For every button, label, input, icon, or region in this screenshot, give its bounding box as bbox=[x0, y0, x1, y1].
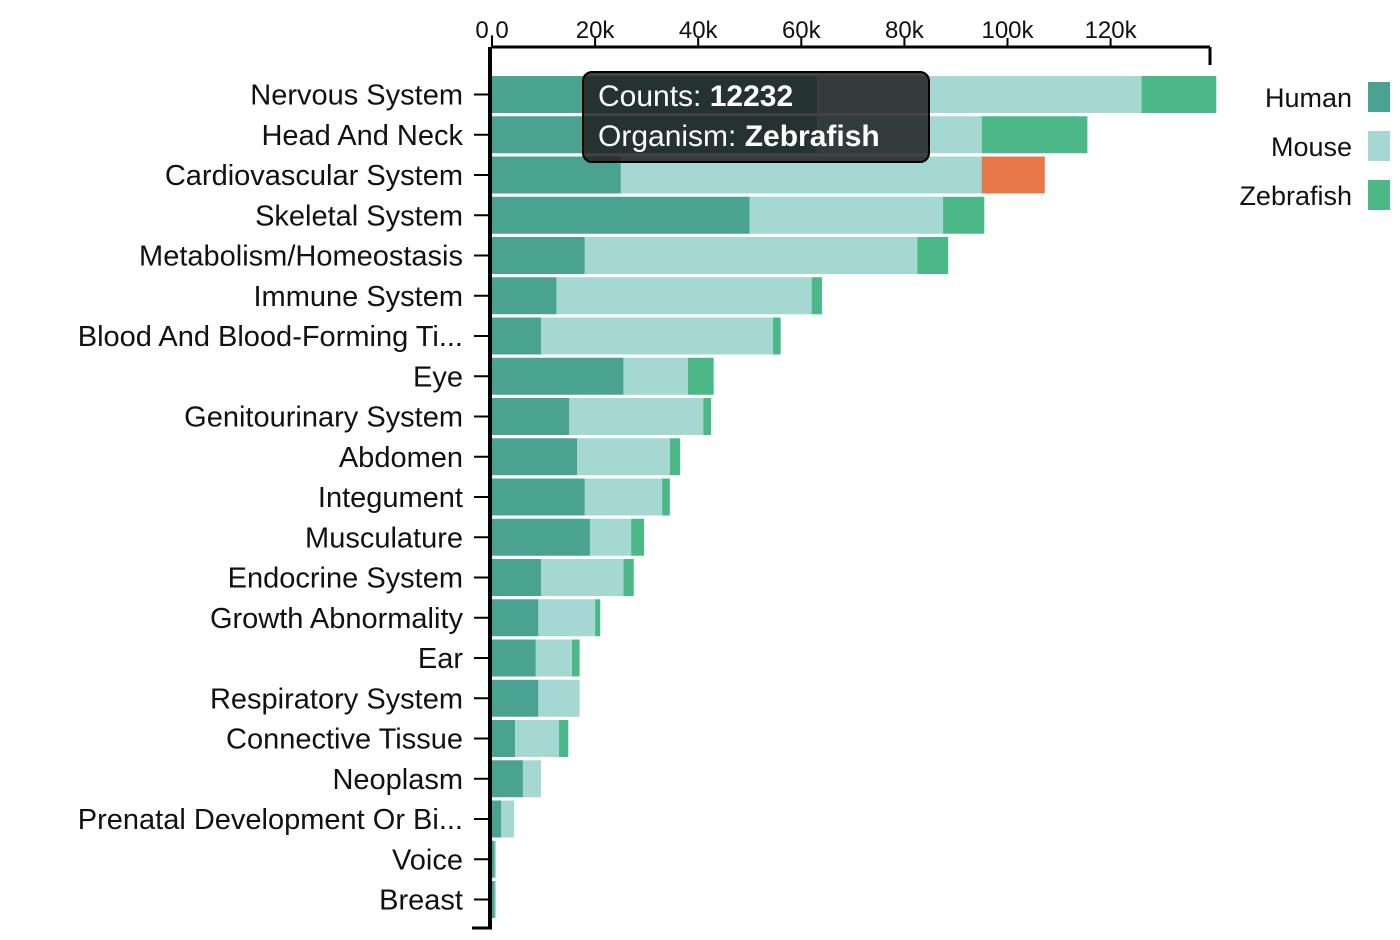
tooltip-counts-row: Counts: 12232 bbox=[598, 77, 914, 117]
x-tick-label: 80k bbox=[885, 17, 925, 44]
bar-segment-mouse[interactable] bbox=[494, 881, 497, 918]
x-axis: 0.0 20k 40k 60k 80k 100k 120k bbox=[475, 17, 1212, 65]
bar-segment-zebrafish[interactable] bbox=[623, 559, 634, 596]
bar-segment-zebrafish[interactable] bbox=[559, 720, 569, 757]
y-tick-label: Skeletal System bbox=[255, 200, 463, 232]
legend-swatch-human[interactable] bbox=[1368, 82, 1390, 112]
bar-segment-human[interactable] bbox=[492, 800, 502, 838]
y-tick-label: Abdomen bbox=[339, 442, 463, 474]
tooltip-organism-row: Organism: Zebrafish bbox=[598, 117, 914, 157]
bar-segment-zebrafish[interactable] bbox=[981, 116, 1088, 154]
bar-segment-human[interactable] bbox=[492, 518, 590, 556]
bar-segment-human[interactable] bbox=[492, 438, 578, 476]
y-tick-label: Head And Neck bbox=[261, 120, 463, 152]
y-tick-label: Voice bbox=[392, 844, 463, 876]
x-tick-label: 0.0 bbox=[475, 17, 508, 44]
bar-segment-mouse[interactable] bbox=[584, 478, 663, 516]
bar-segment-human[interactable] bbox=[492, 720, 516, 757]
y-tick-label: Metabolism/Homeostasis bbox=[139, 241, 463, 273]
x-tick-label: 120k bbox=[1085, 17, 1138, 44]
x-tick-label: 40k bbox=[679, 17, 719, 44]
y-tick-label: Immune System bbox=[254, 281, 464, 313]
bar-segment-mouse[interactable] bbox=[494, 840, 497, 878]
y-tick-label: Eye bbox=[413, 361, 463, 393]
y-tick-label: Musculature bbox=[305, 522, 463, 554]
bar-segment-human[interactable] bbox=[492, 639, 536, 677]
bar-segment-human[interactable] bbox=[492, 398, 570, 435]
bar-segment-human[interactable] bbox=[492, 478, 585, 516]
bar-segment-human[interactable] bbox=[492, 881, 495, 918]
bars-layer bbox=[492, 76, 1217, 918]
bar-segment-mouse[interactable] bbox=[538, 679, 580, 717]
bar-segment-mouse[interactable] bbox=[522, 760, 541, 798]
legend-swatch-zebrafish[interactable] bbox=[1368, 180, 1390, 210]
bar-segment-mouse[interactable] bbox=[535, 639, 572, 677]
bar-segment-human[interactable] bbox=[492, 840, 495, 878]
y-tick-label: Cardiovascular System bbox=[165, 160, 463, 192]
legend-label-zebrafish: Zebrafish bbox=[1239, 181, 1352, 211]
bar-segment-zebrafish[interactable] bbox=[917, 237, 949, 274]
y-tick-label: Endocrine System bbox=[228, 563, 463, 595]
y-tick-label: Growth Abnormality bbox=[210, 603, 464, 635]
bar-segment-mouse[interactable] bbox=[577, 438, 670, 476]
bar-segment-zebrafish[interactable] bbox=[943, 196, 985, 234]
y-tick-label: Blood And Blood-Forming Ti... bbox=[78, 321, 463, 353]
y-tick-label: Ear bbox=[418, 643, 463, 675]
bar-segment-mouse[interactable] bbox=[538, 599, 596, 637]
bar-segment-human[interactable] bbox=[492, 559, 541, 596]
y-tick-label: Respiratory System bbox=[210, 683, 463, 715]
bar-segment-mouse[interactable] bbox=[540, 559, 624, 596]
tooltip-counts-value: 12232 bbox=[709, 80, 794, 113]
tooltip-organism-value: Zebrafish bbox=[744, 120, 880, 153]
bar-segment-zebrafish[interactable] bbox=[772, 317, 781, 355]
bar-segment-human[interactable] bbox=[492, 679, 539, 717]
bar-segment-mouse[interactable] bbox=[623, 357, 688, 395]
bar-segment-mouse[interactable] bbox=[569, 398, 704, 435]
bar-segment-zebrafish[interactable] bbox=[703, 398, 712, 435]
bar-segment-mouse[interactable] bbox=[501, 800, 515, 838]
bar-segment-zebrafish[interactable] bbox=[981, 156, 1045, 194]
bar-segment-zebrafish[interactable] bbox=[595, 599, 601, 637]
y-tick-label: Neoplasm bbox=[332, 764, 463, 796]
y-tick-label: Prenatal Development Or Bi... bbox=[78, 804, 463, 836]
bar-segment-zebrafish[interactable] bbox=[662, 478, 670, 516]
legend-label-human: Human bbox=[1265, 83, 1352, 113]
bar-segment-human[interactable] bbox=[492, 277, 557, 315]
y-tick-label: Connective Tissue bbox=[226, 724, 463, 756]
y-tick-label: Integument bbox=[318, 482, 463, 514]
bar-segment-human[interactable] bbox=[492, 237, 585, 274]
bar-segment-mouse[interactable] bbox=[584, 237, 918, 274]
bar-segment-human[interactable] bbox=[492, 357, 624, 395]
bar-segment-zebrafish[interactable] bbox=[687, 357, 714, 395]
bar-segment-zebrafish[interactable] bbox=[571, 639, 580, 677]
legend: Human Mouse Zebrafish bbox=[1239, 82, 1390, 211]
y-tick-label: Breast bbox=[379, 885, 463, 917]
bar-segment-zebrafish[interactable] bbox=[811, 277, 822, 315]
x-tick-label: 60k bbox=[782, 17, 822, 44]
y-axis: Nervous System Head And Neck Cardiovascula… bbox=[78, 47, 492, 930]
bar-segment-mouse[interactable] bbox=[556, 277, 812, 315]
tooltip-organism-label: Organism: bbox=[598, 120, 745, 153]
bar-segment-human[interactable] bbox=[492, 599, 539, 637]
bar-segment-mouse[interactable] bbox=[749, 196, 944, 234]
tooltip-counts-label: Counts: bbox=[598, 80, 710, 113]
bar-segment-mouse[interactable] bbox=[540, 317, 773, 355]
bar-segment-mouse[interactable] bbox=[515, 720, 560, 757]
bar-segment-mouse[interactable] bbox=[589, 518, 632, 556]
y-tick-label: Nervous System bbox=[250, 80, 463, 112]
bar-segment-zebrafish[interactable] bbox=[631, 518, 645, 556]
bar-segment-human[interactable] bbox=[492, 196, 750, 234]
bar-segment-zebrafish[interactable] bbox=[1141, 76, 1217, 113]
x-tick-label: 100k bbox=[981, 17, 1034, 44]
bar-segment-human[interactable] bbox=[492, 317, 541, 355]
bar-segment-human[interactable] bbox=[492, 760, 523, 798]
x-tick-label: 20k bbox=[576, 17, 616, 44]
legend-swatch-mouse[interactable] bbox=[1368, 131, 1390, 161]
hover-tooltip: Counts: 12232 Organism: Zebrafish bbox=[582, 71, 930, 163]
legend-label-mouse: Mouse bbox=[1271, 132, 1352, 162]
bar-segment-zebrafish[interactable] bbox=[669, 438, 681, 476]
y-tick-label: Genitourinary System bbox=[184, 402, 463, 434]
